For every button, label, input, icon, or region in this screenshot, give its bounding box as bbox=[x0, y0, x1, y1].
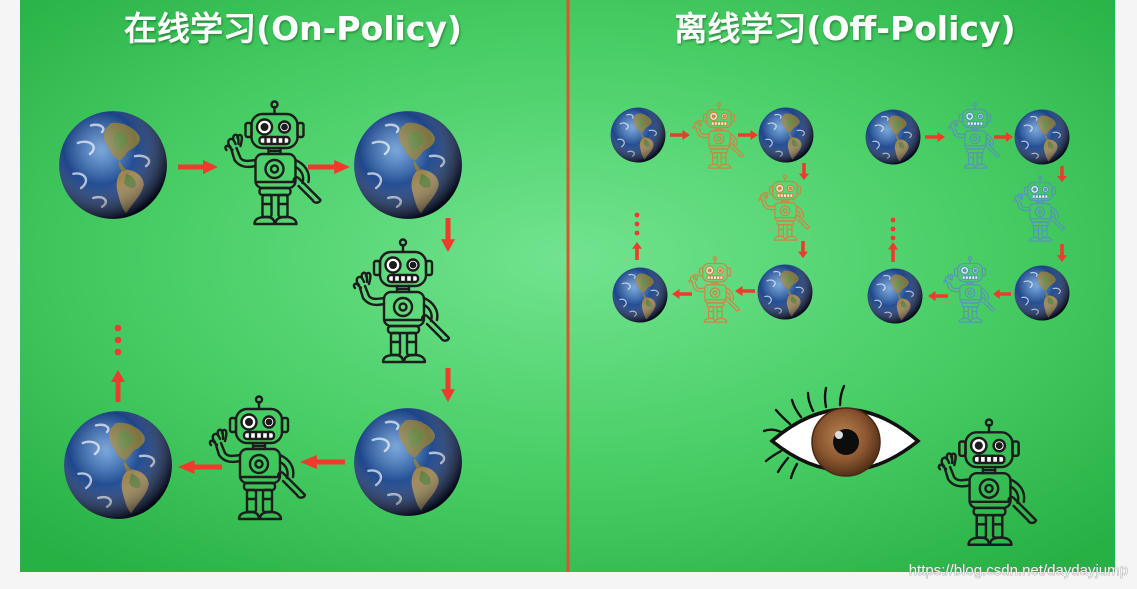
watermark-url: https://blog.csdn.net/daydayjump bbox=[909, 562, 1128, 579]
globe-icon bbox=[757, 264, 813, 320]
behavior-loop-orange bbox=[610, 102, 814, 323]
on-policy-panel bbox=[58, 100, 463, 521]
eye-icon bbox=[762, 384, 921, 480]
ellipsis-dots bbox=[114, 324, 122, 356]
globe-icon bbox=[867, 268, 923, 324]
globe-icon bbox=[612, 267, 668, 323]
globe-icon bbox=[865, 109, 921, 165]
off-policy-panel bbox=[610, 102, 1070, 547]
ellipsis-dots bbox=[890, 217, 896, 241]
globe-icon bbox=[63, 410, 173, 520]
on-policy-title: 在线学习(On-Policy) bbox=[124, 9, 462, 48]
globe-icon bbox=[758, 107, 814, 163]
globe-icon bbox=[353, 110, 463, 220]
off-policy-title: 离线学习(Off-Policy) bbox=[674, 9, 1015, 48]
globe-icon bbox=[610, 107, 666, 163]
ellipsis-dots bbox=[634, 212, 640, 236]
globe-icon bbox=[1014, 265, 1070, 321]
behavior-loop-blue bbox=[865, 102, 1070, 324]
globe-icon bbox=[58, 110, 168, 220]
eyelashes bbox=[762, 384, 846, 480]
globe-icon bbox=[353, 407, 463, 517]
globe-icon bbox=[1014, 109, 1070, 165]
